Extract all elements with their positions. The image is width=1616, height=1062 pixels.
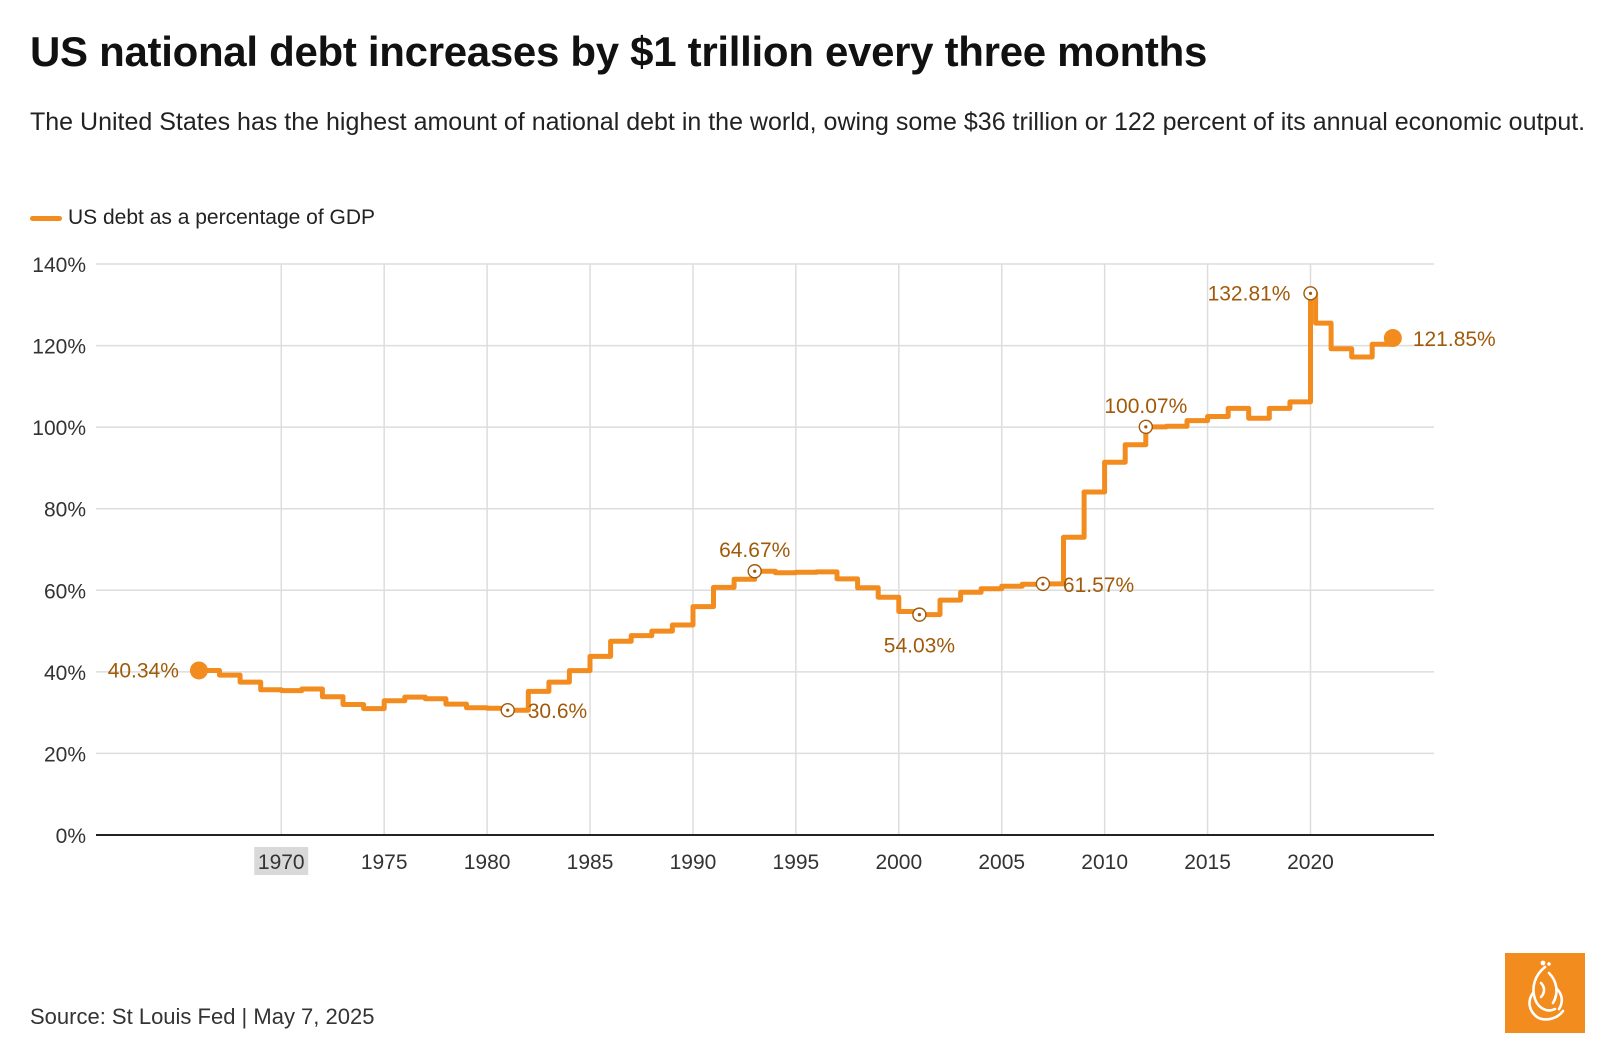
al-jazeera-logo-icon xyxy=(1505,953,1585,1033)
annotation-marker xyxy=(1383,329,1402,348)
y-tick-label: 60% xyxy=(44,580,86,603)
annotation-marker-dot xyxy=(1041,582,1045,586)
legend-label: US debt as a percentage of GDP xyxy=(68,206,376,229)
chart-subtitle: The United States has the highest amount… xyxy=(30,108,1586,136)
y-tick-label: 140% xyxy=(32,254,86,277)
chart-title: US national debt increases by $1 trillio… xyxy=(30,28,1208,75)
y-tick-label: 80% xyxy=(44,499,86,522)
x-tick-label: 2010 xyxy=(1081,851,1128,874)
x-tick-label: 1995 xyxy=(773,851,820,874)
annotation-label: 121.85% xyxy=(1413,328,1496,351)
annotation-marker-dot xyxy=(1308,291,1313,295)
annotation-marker-dot xyxy=(753,569,757,573)
line-chart: 0% 20% 40% 60% 80% 100% 120% 140% 1970 1975 1980 19… xyxy=(32,254,1496,875)
annotation-label: 54.03% xyxy=(884,635,955,658)
x-tick-label: 2000 xyxy=(875,851,922,874)
y-tick-label: 100% xyxy=(32,417,86,440)
x-tick-label: 1990 xyxy=(670,851,717,874)
x-tick-label: 2020 xyxy=(1287,851,1334,874)
x-tick-label: 2005 xyxy=(978,851,1025,874)
annotation-marker-dot xyxy=(506,708,510,712)
debt-series-line xyxy=(196,290,1396,713)
x-tick-label: 1975 xyxy=(361,851,408,874)
annotation-marker xyxy=(189,661,208,680)
annotation-label: 100.07% xyxy=(1104,395,1187,418)
legend: US debt as a percentage of GDP xyxy=(30,206,375,230)
x-tick-label: 2015 xyxy=(1184,851,1231,874)
annotation-marker-dot xyxy=(1144,425,1148,429)
y-tick-label: 40% xyxy=(44,662,86,685)
x-tick-label: 1985 xyxy=(567,851,614,874)
annotation-label: 61.57% xyxy=(1063,574,1134,597)
x-tick-label: 1980 xyxy=(464,851,511,874)
source-note: Source: St Louis Fed | May 7, 2025 xyxy=(30,1004,375,1029)
annotation-marker-dot xyxy=(917,613,921,617)
x-tick-highlight xyxy=(254,847,309,875)
annotation-label: 132.81% xyxy=(1208,282,1291,305)
annotation-label: 30.6% xyxy=(528,700,588,723)
annotation-label: 64.67% xyxy=(719,539,790,562)
x-tick-label: 1970 xyxy=(258,851,305,874)
y-tick-label: 0% xyxy=(56,825,86,848)
annotation-label: 40.34% xyxy=(108,659,179,682)
y-tick-label: 120% xyxy=(32,336,86,359)
legend-swatch xyxy=(30,215,62,221)
y-tick-label: 20% xyxy=(44,743,86,766)
